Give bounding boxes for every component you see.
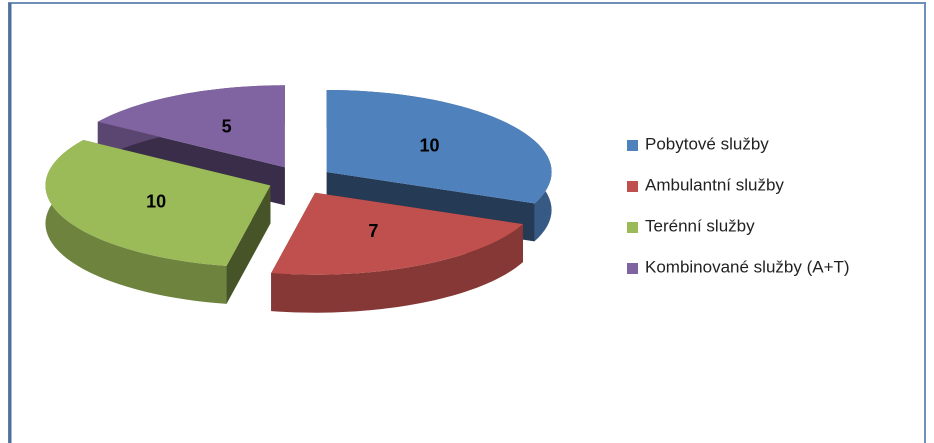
legend-label: Kombinované služby (A+T) (645, 257, 850, 276)
legend-swatch (627, 140, 638, 151)
slice-wall (271, 224, 523, 313)
data-label: 10 (419, 136, 439, 156)
legend-label: Pobytové služby (645, 134, 769, 153)
legend-label: Ambulantní služby (645, 175, 784, 194)
slice (326, 89, 552, 204)
slice (45, 139, 271, 266)
legend-swatch (627, 263, 638, 274)
slice (97, 85, 285, 168)
legend-label: Terénní služby (645, 216, 755, 235)
slice-wall (45, 139, 227, 304)
slice (271, 192, 523, 275)
legend-swatch (627, 222, 638, 233)
data-label: 5 (222, 116, 232, 136)
legend-swatch (627, 181, 638, 192)
data-label: 10 (146, 192, 166, 212)
data-label: 7 (368, 221, 378, 241)
